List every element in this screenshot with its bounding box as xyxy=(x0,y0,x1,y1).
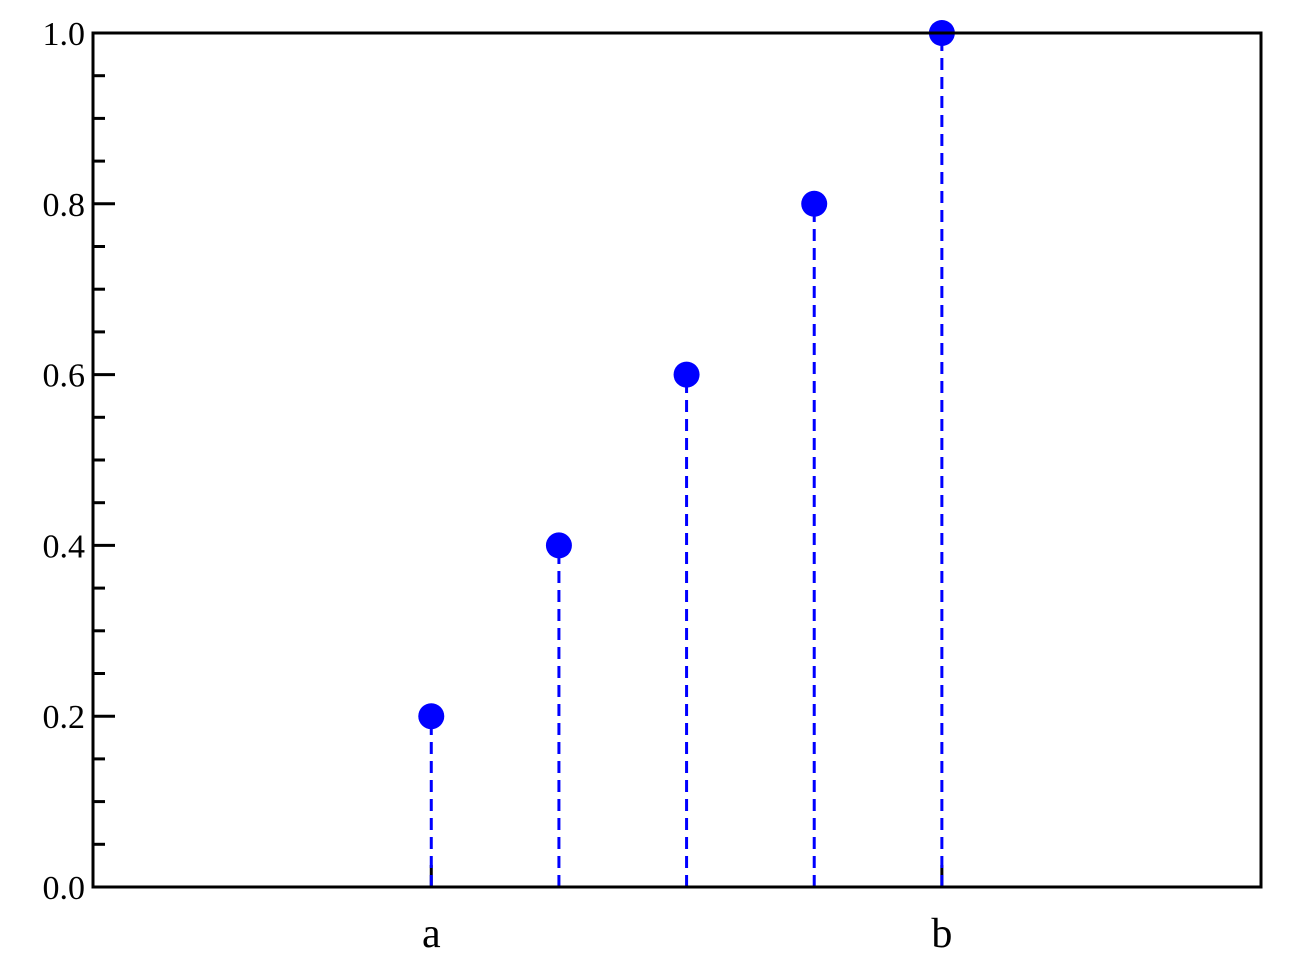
x-tick-label: a xyxy=(422,911,441,957)
data-point-marker xyxy=(801,190,828,217)
y-tick-label: 0.2 xyxy=(43,699,86,736)
y-tick-label: 1.0 xyxy=(43,16,86,53)
data-point-marker xyxy=(418,703,445,730)
data-markers xyxy=(418,20,955,730)
plot-frame xyxy=(91,31,1263,889)
data-point-marker xyxy=(673,361,700,388)
y-tick-label: 0.6 xyxy=(43,358,86,395)
data-point-marker xyxy=(545,532,572,559)
stem-lines xyxy=(429,33,944,887)
y-axis-ticks xyxy=(93,31,115,889)
y-tick-label: 0.4 xyxy=(43,528,86,565)
y-tick-label: 0.0 xyxy=(43,870,86,907)
x-tick-label: b xyxy=(931,911,952,957)
y-tick-label: 0.8 xyxy=(43,187,86,224)
y-axis-tick-labels: 0.0 0.2 0.4 0.6 0.8 1.0 xyxy=(43,16,86,907)
